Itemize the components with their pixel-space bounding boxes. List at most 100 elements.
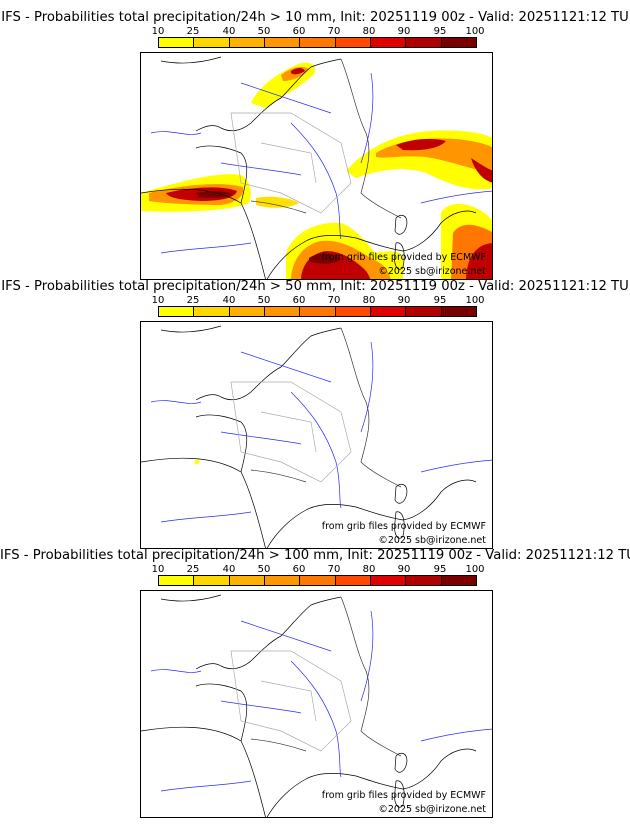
map-frame: from grib files provided by ECMWF ©2025 … (140, 321, 493, 549)
map-basemap (141, 56, 492, 279)
river (220, 700, 302, 714)
colorbar-tick: 70 (327, 26, 341, 37)
colorbar-tick: 90 (397, 564, 411, 575)
colorbar-tick: 95 (433, 295, 447, 306)
coastline (280, 58, 342, 99)
coastline (394, 511, 405, 539)
map-basemap (141, 325, 492, 548)
colorbar-swatch (194, 307, 230, 316)
colorbar-swatch (441, 307, 476, 316)
coastline (394, 752, 408, 773)
colorbar-swatch (406, 576, 442, 585)
coastline (160, 56, 222, 64)
colorbar-tick: 80 (362, 26, 376, 37)
map-svg (141, 56, 492, 279)
coastline (195, 635, 282, 670)
country-border (340, 58, 402, 219)
river (160, 511, 252, 523)
river (240, 82, 332, 114)
admin-border (260, 411, 317, 453)
colorbar-swatch (335, 576, 371, 585)
chart-title: IFS - Probabilities total precipitation/… (1, 279, 629, 294)
colorbar-swatch (441, 38, 476, 47)
colorbar-swatch (229, 576, 265, 585)
coastline (195, 97, 282, 132)
credit-source: from grib files provided by ECMWF (321, 252, 486, 263)
colorbar-swatch (300, 38, 336, 47)
colorbar-swatch (264, 576, 301, 585)
admin-border (260, 680, 317, 722)
colorbar-tick: 25 (186, 564, 200, 575)
colorbar (158, 306, 477, 317)
colorbar-swatch (406, 38, 442, 47)
colorbar-tick: 50 (257, 564, 271, 575)
precip-area-darkred (309, 253, 341, 264)
map-frame: from grib files provided by ECMWF ©2025 … (140, 590, 493, 818)
colorbar-tick: 60 (292, 564, 306, 575)
country-border (250, 469, 307, 483)
map-panel-10mm: IFS - Probabilities total precipitation/… (0, 10, 630, 280)
precip-area-yellow (194, 459, 200, 465)
colorbar-swatch (159, 307, 195, 316)
river (220, 162, 302, 176)
coastline (195, 145, 248, 204)
river (360, 610, 374, 702)
colorbar-swatch (300, 576, 336, 585)
credit-copyright: ©2025 sb@irizone.net (378, 535, 486, 546)
map-frame: from grib files provided by ECMWF ©2025 … (140, 52, 493, 280)
colorbar-tick: 90 (397, 26, 411, 37)
precip-shading (194, 459, 200, 465)
colorbar-tick: 100 (465, 295, 485, 306)
chart-title: IFS - Probabilities total precipitation/… (1, 10, 629, 25)
colorbar-tick: 80 (362, 295, 376, 306)
colorbar-tick: 40 (222, 26, 236, 37)
credit-copyright: ©2025 sb@irizone.net (378, 804, 486, 815)
credit-source: from grib files provided by ECMWF (321, 521, 486, 532)
coastline (394, 483, 408, 504)
colorbar-tick: 80 (362, 564, 376, 575)
colorbar-swatch (194, 576, 230, 585)
coastline (141, 726, 266, 817)
river (240, 620, 332, 652)
river (150, 131, 202, 135)
country-border (340, 596, 402, 757)
map-svg (141, 594, 492, 817)
colorbar-tick: 25 (186, 26, 200, 37)
river (150, 400, 202, 404)
coastline (160, 325, 222, 333)
precip-area-darkred (196, 191, 233, 198)
river (420, 459, 492, 473)
colorbar-swatch (370, 576, 407, 585)
coastline (266, 210, 477, 279)
colorbar-swatch (159, 576, 195, 585)
map-basemap (141, 594, 492, 817)
river (290, 391, 342, 509)
colorbar-swatch (335, 38, 371, 47)
colorbar-ticks: 10 25 40 50 60 70 80 90 95 100 (0, 564, 630, 576)
coastline (394, 780, 405, 808)
precip-shading (141, 62, 492, 279)
precip-area-red (466, 243, 492, 279)
map-panel-100mm: IFS - Probabilities total precipitation/… (0, 548, 630, 818)
colorbar-swatch (441, 576, 476, 585)
country-border (340, 327, 402, 488)
colorbar-swatch (370, 38, 407, 47)
colorbar-tick: 10 (151, 564, 165, 575)
colorbar-tick: 25 (186, 295, 200, 306)
admin-border (230, 112, 352, 214)
colorbar-tick: 10 (151, 26, 165, 37)
colorbar-tick: 50 (257, 26, 271, 37)
credit-copyright: ©2025 sb@irizone.net (378, 266, 486, 277)
colorbar-swatch (406, 307, 442, 316)
colorbar-swatch (300, 307, 336, 316)
river (240, 351, 332, 383)
river (160, 242, 252, 254)
river (360, 341, 374, 433)
colorbar-tick: 95 (433, 26, 447, 37)
colorbar-ticks: 10 25 40 50 60 70 80 90 95 100 (0, 26, 630, 38)
river (220, 431, 302, 445)
precip-area-red (471, 158, 492, 183)
river (160, 780, 252, 792)
country-border (250, 200, 307, 214)
precip-area-yellow (256, 196, 299, 208)
